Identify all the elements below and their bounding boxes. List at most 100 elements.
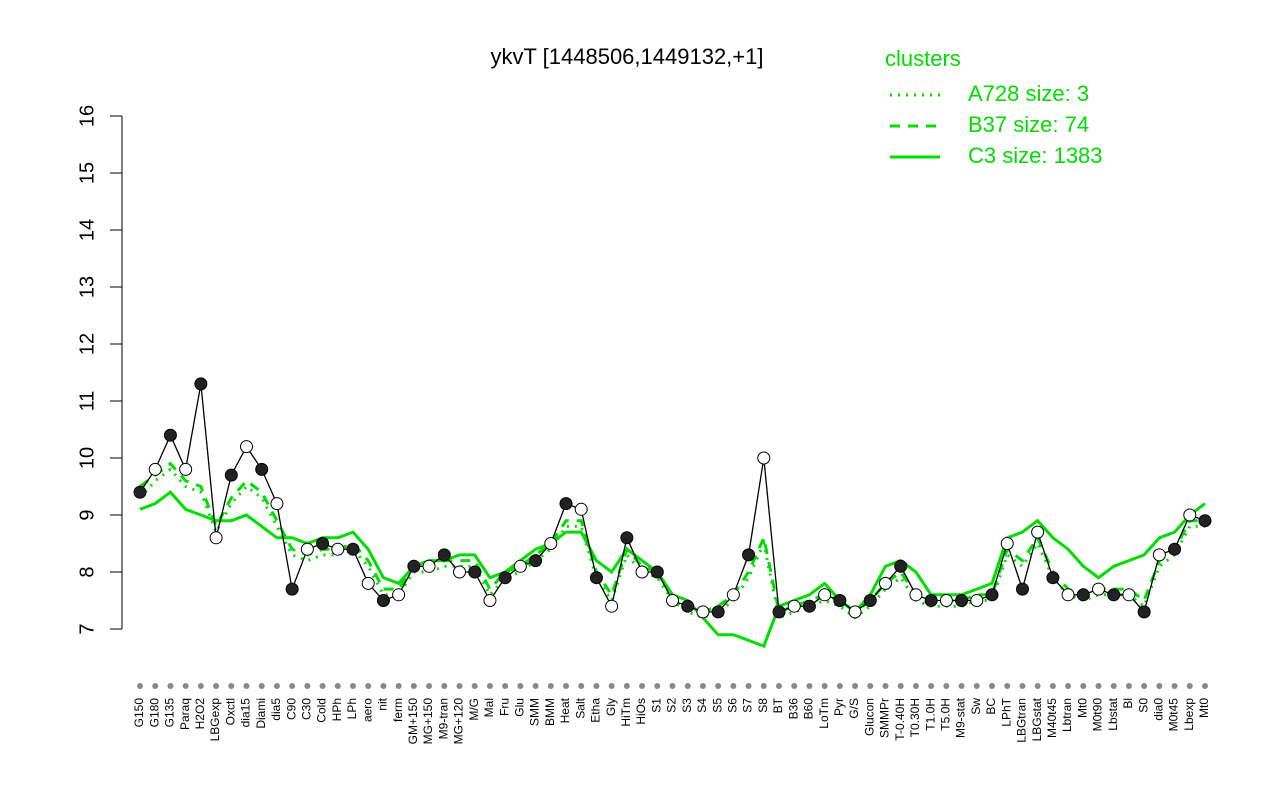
x-dot xyxy=(623,683,630,689)
point xyxy=(1137,605,1151,619)
x-dot xyxy=(715,683,722,689)
point xyxy=(894,559,908,573)
x-tick-label: Mal xyxy=(482,698,496,717)
x-dot xyxy=(760,683,767,689)
point xyxy=(787,599,801,613)
point xyxy=(818,588,832,602)
x-tick-label: Gly xyxy=(604,698,618,716)
x-tick-label: dia15 xyxy=(239,698,253,728)
point xyxy=(772,605,786,619)
point xyxy=(1198,514,1212,528)
x-tick-label: G150 xyxy=(132,698,146,728)
x-tick-label: S7 xyxy=(741,698,755,713)
x-tick-label: Heat xyxy=(558,697,572,723)
point xyxy=(1168,542,1182,556)
x-dot xyxy=(1019,683,1026,689)
point xyxy=(1015,582,1029,596)
x-dot xyxy=(517,683,524,689)
x-tick-label: Lbexp xyxy=(1182,698,1196,731)
legend-title: clusters xyxy=(885,46,961,71)
x-tick-label: SMM xyxy=(528,698,542,726)
point xyxy=(559,497,573,511)
x-dot xyxy=(441,683,448,689)
x-tick-label: M/G xyxy=(467,698,481,721)
x-dot xyxy=(912,683,919,689)
x-tick-label: Etha xyxy=(589,698,603,723)
x-dot xyxy=(213,683,220,689)
x-dot xyxy=(350,683,356,689)
point xyxy=(650,565,664,579)
x-dot xyxy=(334,683,341,689)
x-tick-label: Pyr xyxy=(832,698,846,716)
x-tick-label: C30 xyxy=(300,698,314,720)
point xyxy=(331,542,345,556)
x-tick-label: BT xyxy=(771,697,785,713)
x-tick-label: BC xyxy=(984,698,998,715)
x-dot xyxy=(608,683,615,689)
x-dot xyxy=(395,683,402,689)
x-tick-label: Fru xyxy=(497,698,511,716)
point xyxy=(346,542,360,556)
x-dot xyxy=(486,683,493,689)
x-tick-label: HiTm xyxy=(619,698,633,727)
point xyxy=(1061,588,1075,602)
point xyxy=(483,594,497,607)
x-tick-label: ferm xyxy=(391,698,405,722)
x-tick-label: LBGexp xyxy=(208,698,222,742)
y-tick-label: 7 xyxy=(76,623,98,634)
point xyxy=(437,548,451,562)
x-tick-label: S4 xyxy=(695,698,709,713)
x-dot xyxy=(563,683,569,689)
point xyxy=(179,462,193,476)
point xyxy=(407,559,421,573)
point xyxy=(209,531,223,545)
x-tick-label: Glucon xyxy=(862,698,876,736)
x-tick-label: G135 xyxy=(163,698,177,728)
point xyxy=(970,594,984,607)
x-tick-label: Lbtran xyxy=(1060,698,1074,732)
point xyxy=(985,588,999,602)
x-tick-label: M0t45 xyxy=(1167,698,1181,732)
x-tick-label: M9-tran xyxy=(436,698,450,739)
x-dot xyxy=(456,683,463,689)
point xyxy=(361,576,375,590)
point xyxy=(133,485,147,499)
point xyxy=(163,428,177,442)
x-dot xyxy=(1004,683,1011,689)
x-dot xyxy=(654,683,661,689)
x-dot xyxy=(943,683,950,689)
x-tick-label: aero xyxy=(360,698,374,722)
x-tick-label: nit xyxy=(376,697,390,710)
y-tick-label: 12 xyxy=(76,333,98,355)
x-dot xyxy=(471,683,478,689)
point xyxy=(224,468,238,482)
x-dot xyxy=(1171,683,1178,689)
legend-label: B37 size: 74 xyxy=(968,112,1089,137)
x-tick-label: LPhT xyxy=(999,697,1013,726)
point xyxy=(681,599,695,613)
point xyxy=(833,594,847,607)
x-tick-label: T0.30H xyxy=(908,698,922,737)
x-tick-label: S1 xyxy=(649,698,663,713)
point xyxy=(255,462,269,476)
point xyxy=(270,497,284,511)
x-dot xyxy=(821,683,828,689)
x-tick-label: dia0 xyxy=(1152,698,1166,721)
x-dot xyxy=(973,683,980,689)
x-tick-label: Bl xyxy=(1121,698,1135,709)
x-tick-label: S0 xyxy=(1136,698,1150,713)
x-dot xyxy=(228,683,235,689)
point xyxy=(1152,548,1166,562)
point xyxy=(848,605,862,619)
x-tick-label: S6 xyxy=(726,698,740,713)
x-dot xyxy=(776,683,782,689)
y-tick-label: 14 xyxy=(76,219,98,241)
point xyxy=(863,594,877,607)
x-dot xyxy=(1034,683,1041,689)
x-dot xyxy=(882,683,889,689)
x-dot xyxy=(243,683,250,689)
x-dot xyxy=(547,683,554,689)
x-dot xyxy=(1141,683,1148,689)
point xyxy=(939,594,953,607)
x-dot xyxy=(1186,683,1193,689)
